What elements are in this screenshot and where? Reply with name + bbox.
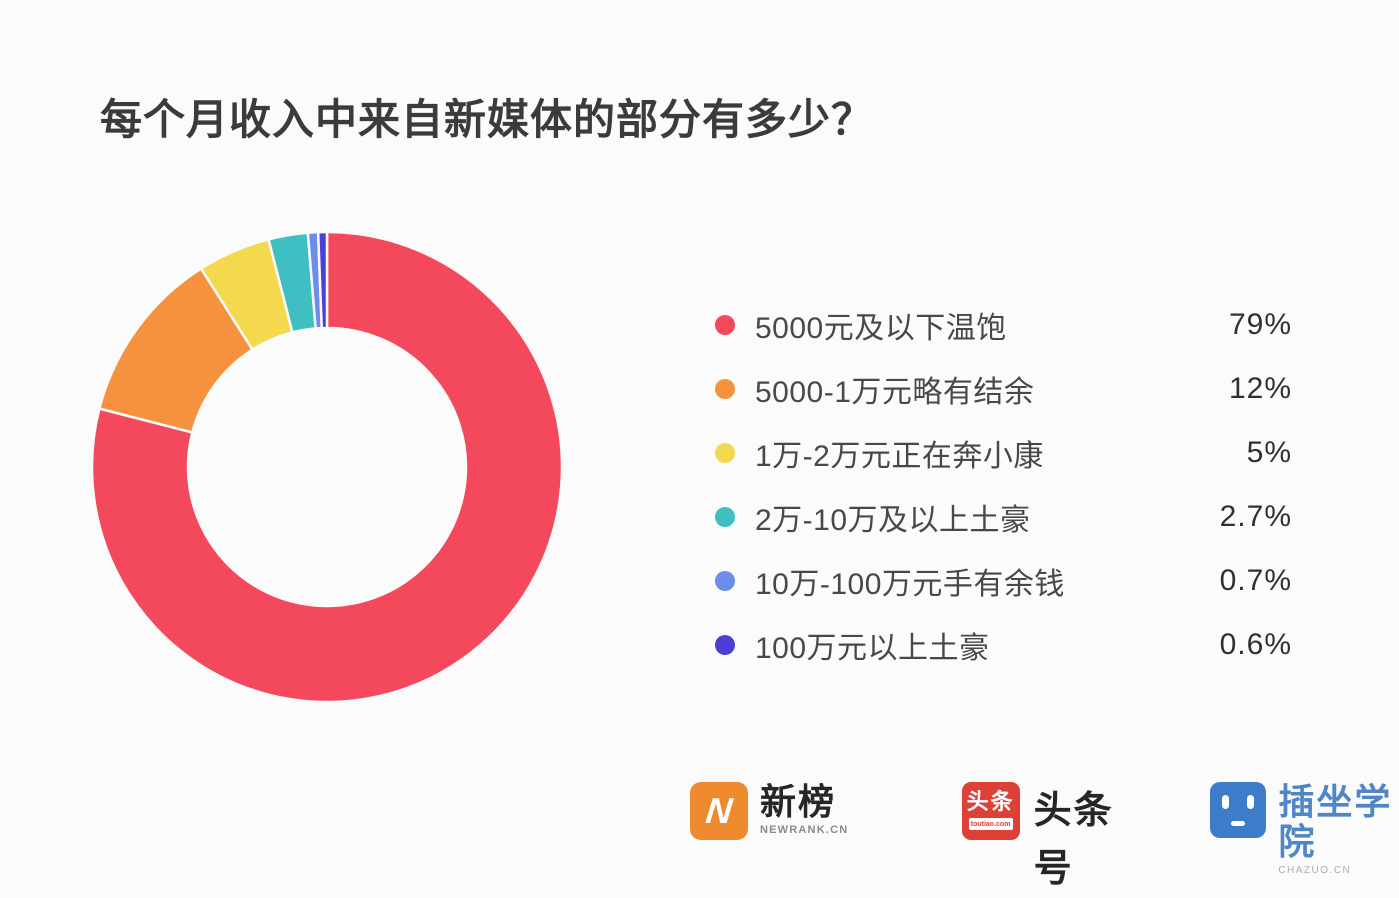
toutiao-name: 头条号 [1033,790,1114,890]
legend-item: 1万-2万元正在奔小康 5% [715,421,1292,485]
legend-value: 0.6% [1219,628,1292,661]
page-title: 每个月收入中来自新媒体的部分有多少？ [100,96,875,143]
newrank-n-glyph: N [703,790,735,831]
chazuo-name: 插坐学院 [1278,781,1393,862]
legend-item: 5000元及以下温饱 79% [715,293,1292,357]
legend-dot-icon [715,379,735,399]
legend-label: 5000-1万元略有结余 [755,376,1035,409]
toutiao-badge-text: 头条 [966,789,1015,814]
legend-label: 2万-10万及以上土豪 [755,504,1031,537]
legend-label: 100万元以上土豪 [755,632,990,665]
chazuo-mouth-icon [1231,821,1246,826]
newrank-lightning-icon: N [690,782,748,840]
legend-item: 100万元以上土豪 0.6% [715,613,1292,677]
legend-item: 10万-100万元手有余钱 0.7% [715,549,1292,613]
chazuo-eye-icon [1247,795,1255,809]
legend-value: 79% [1228,308,1292,341]
chazuo-subtext: CHAZUO.CN [1278,865,1352,876]
newrank-name: 新榜 [760,781,837,822]
legend-value: 12% [1228,372,1292,405]
legend-label: 1万-2万元正在奔小康 [755,440,1044,473]
donut-segment [90,230,564,704]
legend-item: 5000-1万元略有结余 12% [715,357,1292,421]
footer-logos: N 新榜 NEWRANK.CN 头条 toutiao.com 头条号 插坐学院 … [690,782,1399,898]
legend-label: 5000元及以下温饱 [755,312,1007,345]
donut-segment [316,230,329,330]
legend-dot-icon [715,635,735,655]
donut-chart-svg [90,230,564,704]
legend-label: 10万-100万元手有余钱 [755,568,1065,601]
chart-legend: 5000元及以下温饱 79% 5000-1万元略有结余 12% 1万-2万元正在… [715,293,1292,677]
toutiao-badge-band: toutiao.com [968,818,1013,830]
toutiao-badge-icon: 头条 toutiao.com [961,782,1020,840]
legend-value: 2.7% [1219,500,1292,533]
legend-value: 5% [1246,436,1292,469]
chazuo-robot-face-icon [1210,782,1267,838]
legend-dot-icon [715,571,735,591]
chazuo-logo: 插坐学院 CHAZUO.CN [1210,782,1399,876]
toutiao-logo: 头条 toutiao.com 头条号 [961,782,1127,898]
chazuo-eye-icon [1222,795,1230,809]
legend-dot-icon [715,507,735,527]
legend-dot-icon [715,443,735,463]
newrank-subtext: NEWRANK.CN [760,824,849,836]
toutiao-badge-subtext: toutiao.com [970,820,1011,828]
legend-dot-icon [715,315,735,335]
donut-chart [87,227,567,707]
legend-item: 2万-10万及以上土豪 2.7% [715,485,1292,549]
newrank-logo: N 新榜 NEWRANK.CN [690,782,848,840]
legend-value: 0.7% [1219,564,1292,597]
